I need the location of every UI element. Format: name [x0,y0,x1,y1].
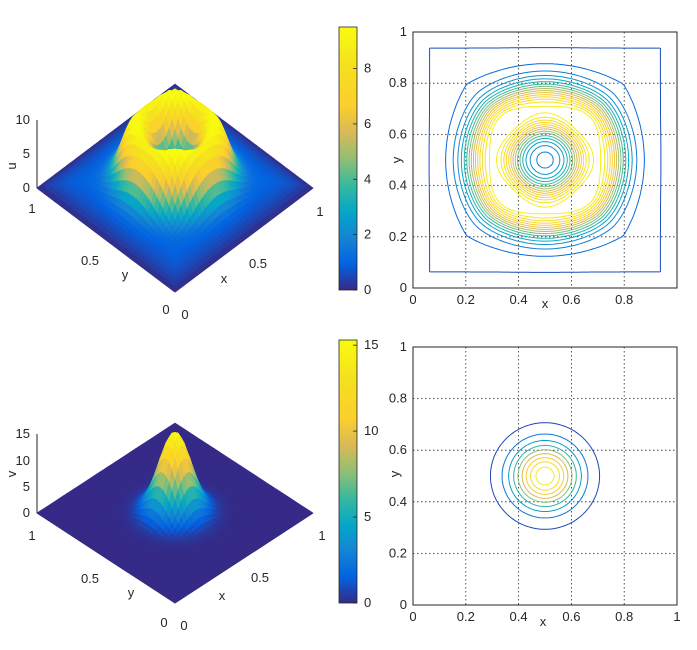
contour-u-lines [428,47,662,273]
z-tick-label: 10 [16,112,30,127]
colorbar-tick-label: 0 [364,595,371,610]
z-tick-label: 10 [16,453,30,468]
z-axis-label: v [4,470,19,477]
surface-u-mesh [36,83,314,293]
y-tick-label: 0.6 [389,442,407,457]
colorbar-tick-label: 10 [364,423,378,438]
contour-plot-u: 0 0.2 0.4 0.6 0.8 0 0.2 0.4 0.6 0.8 1 x y [389,24,678,311]
x-tick-label: 0 [181,307,188,322]
contour-line [472,90,618,230]
contour-line [452,70,638,250]
x-axis-label: x [540,614,547,629]
surface-v-mesh [36,422,314,604]
contour-line [475,92,615,228]
contour-line [445,63,645,257]
z-tick-label: 0 [23,180,30,195]
y-tick-label: 0.8 [389,75,407,90]
surface-plot-v: 15 10 5 0 v 1 0.5 0 y 0 0.5 1 x [4,422,326,633]
contour-u-grid [413,32,677,288]
y-tick-label: 0 [400,597,407,612]
colorbar-tick-label: 5 [364,509,371,524]
x-tick-label: 0 [180,618,187,633]
x-tick-label: 0.6 [562,292,580,307]
y-tick-label: 0 [162,302,169,317]
contour-plot-v: 0 0.2 0.4 0.6 0.8 1 0 0.2 0.4 0.6 0.8 1 x y [387,339,681,629]
x-tick-label: 0 [409,292,416,307]
x-tick-label: 1 [316,204,323,219]
y-tick-label: 0 [400,280,407,295]
z-tick-label: 15 [16,426,30,441]
surface-plot-u: 10 5 0 u 1 0.5 0 y 0 0.5 1 x [4,83,324,322]
colorbar-tick-label: 15 [364,337,378,352]
contour-line [479,96,611,224]
z-tick-label: 5 [23,479,30,494]
y-tick-label: 0 [160,615,167,630]
contour-line [481,98,609,222]
contour-line [457,75,633,245]
x-tick-label: 1 [318,528,325,543]
colorbar-tick-label: 0 [364,282,371,297]
z-tick-label: 0 [23,505,30,520]
y-tick-label: 0.4 [389,494,407,509]
y-tick-label: 0.2 [389,545,407,560]
x-tick-label: 1 [673,609,680,624]
contour-line [460,78,630,242]
contour-line [489,105,601,215]
contour-line [470,88,620,232]
x-tick-label: 0.6 [562,609,580,624]
x-tick-label: 0 [409,609,416,624]
contour-u-ticks: 0 0.2 0.4 0.6 0.8 0 0.2 0.4 0.6 0.8 1 [389,24,633,307]
colorbar-tick-label: 4 [364,171,371,186]
y-tick-label: 0.4 [389,178,407,193]
y-tick-label: 0.5 [81,253,99,268]
x-tick-label: 0.5 [249,256,267,271]
colorbar-u-gradient [338,26,358,291]
y-tick-label: 0.2 [389,229,407,244]
colorbar-u-ticks: 0 2 4 6 8 [353,61,371,297]
x-tick-label: 0.2 [457,609,475,624]
surface-facet [171,285,179,293]
z-axis-label: u [4,162,19,169]
x-tick-label: 0.4 [510,609,528,624]
colorbar-v-gradient [338,339,358,604]
y-axis-label: y [122,267,129,282]
x-tick-label: 0.2 [457,292,475,307]
colorbar-tick-label: 2 [364,227,371,242]
z-tick-label: 5 [23,146,30,161]
x-tick-label: 0.4 [510,292,528,307]
contour-line [468,85,622,235]
y-axis-label: y [128,585,135,600]
colorbar-tick-label: 6 [364,116,371,131]
x-tick-label: 0.8 [615,609,633,624]
colorbar-v: 0 5 10 15 [338,337,378,610]
contour-line [463,81,627,239]
y-axis-label: y [387,470,402,477]
y-tick-label: 0.6 [389,126,407,141]
contour-line [466,83,624,237]
y-tick-label: 1 [28,201,35,216]
contour-v-frame [413,347,677,605]
colorbar-tick-label: 8 [364,61,371,76]
x-tick-label: 0.5 [251,570,269,585]
contour-u-border [412,31,678,289]
contour-line [484,101,606,219]
y-tick-label: 1 [400,339,407,354]
contour-line [477,94,613,226]
y-tick-label: 1 [28,528,35,543]
x-axis-label: x [219,588,226,603]
y-tick-label: 0.8 [389,391,407,406]
colorbar-u: 0 2 4 6 8 [338,26,371,297]
contour-line [428,47,662,273]
y-axis-label: y [389,156,404,163]
x-axis-label: x [221,271,228,286]
contour-u-frame [413,32,677,288]
y-tick-label: 0.5 [81,571,99,586]
x-tick-label: 0.8 [615,292,633,307]
x-axis-label: x [542,296,549,311]
y-tick-label: 1 [400,24,407,39]
